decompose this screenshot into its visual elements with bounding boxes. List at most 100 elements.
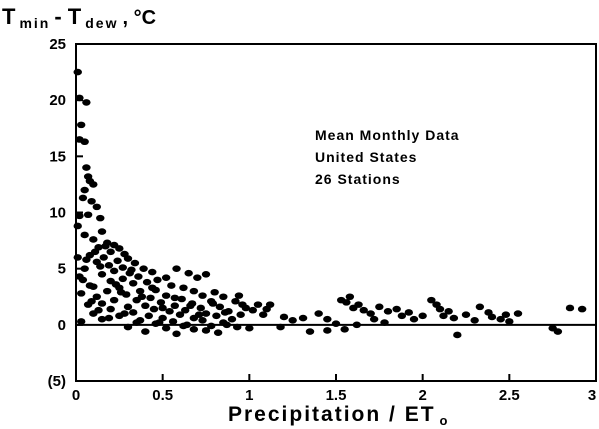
data-point bbox=[137, 293, 147, 301]
data-point bbox=[201, 327, 211, 334]
data-point bbox=[132, 319, 141, 326]
data-point bbox=[161, 324, 171, 332]
data-point bbox=[380, 319, 389, 326]
data-point bbox=[109, 267, 119, 275]
data-point bbox=[73, 68, 82, 76]
data-point bbox=[73, 222, 82, 230]
data-point bbox=[184, 269, 193, 277]
data-point bbox=[314, 310, 323, 317]
data-point bbox=[487, 313, 497, 321]
data-point bbox=[97, 228, 107, 235]
x-tick-label: 1 bbox=[245, 387, 253, 404]
data-point bbox=[352, 321, 361, 329]
data-point bbox=[123, 255, 133, 262]
data-point bbox=[106, 248, 115, 256]
data-point bbox=[170, 294, 179, 302]
data-point bbox=[149, 305, 159, 313]
data-point bbox=[82, 256, 91, 263]
data-point bbox=[354, 301, 363, 308]
data-point bbox=[92, 203, 102, 211]
annotation-line-2: United States bbox=[315, 149, 417, 165]
data-point bbox=[505, 318, 514, 325]
data-point bbox=[241, 304, 251, 312]
data-point bbox=[75, 212, 84, 220]
data-point bbox=[288, 317, 297, 324]
data-point bbox=[142, 278, 152, 286]
data-point bbox=[85, 282, 95, 289]
data-point bbox=[298, 314, 308, 322]
data-point bbox=[219, 293, 228, 301]
data-point bbox=[172, 265, 181, 272]
data-point bbox=[77, 290, 86, 297]
data-point bbox=[427, 296, 436, 304]
x-axis-title-sub: o bbox=[440, 413, 448, 428]
data-point bbox=[198, 292, 207, 299]
data-point bbox=[359, 306, 368, 314]
data-point bbox=[366, 310, 375, 317]
data-point bbox=[181, 306, 190, 314]
data-point bbox=[83, 211, 93, 219]
data-point bbox=[439, 312, 448, 320]
data-point bbox=[210, 288, 219, 296]
annotation-line-3: 26 Stations bbox=[315, 171, 401, 187]
data-point bbox=[106, 305, 115, 313]
data-point bbox=[115, 245, 124, 252]
data-point bbox=[262, 305, 271, 313]
y-tick-label: 15 bbox=[49, 148, 66, 165]
data-point bbox=[148, 268, 157, 276]
data-point bbox=[129, 309, 138, 316]
data-point bbox=[189, 326, 199, 333]
data-point bbox=[449, 314, 459, 322]
data-point bbox=[148, 284, 157, 292]
x-tick-label: 2.5 bbox=[499, 387, 520, 404]
y-tick-label: 5 bbox=[58, 261, 66, 278]
data-point bbox=[444, 308, 453, 315]
data-point bbox=[215, 303, 225, 311]
data-point bbox=[99, 254, 108, 261]
data-point bbox=[109, 296, 119, 304]
data-point bbox=[201, 270, 211, 278]
data-point bbox=[103, 287, 112, 295]
data-point bbox=[96, 214, 105, 222]
data-point bbox=[113, 257, 122, 265]
data-point bbox=[97, 315, 107, 323]
data-point bbox=[156, 299, 166, 306]
x-tick-label: 0 bbox=[72, 387, 80, 404]
data-point bbox=[87, 197, 96, 205]
data-point bbox=[577, 305, 587, 313]
data-point bbox=[323, 315, 332, 323]
data-point bbox=[144, 312, 153, 320]
data-point bbox=[118, 264, 128, 271]
data-point bbox=[82, 164, 91, 171]
data-point bbox=[253, 301, 263, 308]
data-point bbox=[234, 292, 244, 299]
x-tick-label: 1.5 bbox=[326, 387, 347, 404]
y-tick-label: 25 bbox=[49, 36, 66, 53]
data-point bbox=[231, 297, 240, 305]
plot-frame bbox=[75, 43, 597, 382]
data-point bbox=[96, 263, 105, 270]
data-point bbox=[94, 306, 103, 314]
y-axis-title: T min - T dew , °C bbox=[2, 4, 156, 32]
data-point bbox=[404, 309, 413, 316]
data-point bbox=[245, 324, 254, 332]
data-point bbox=[179, 284, 188, 292]
data-point bbox=[172, 330, 181, 338]
data-point bbox=[501, 311, 511, 319]
y-tick-label: 0 bbox=[58, 317, 66, 334]
data-point bbox=[97, 270, 107, 278]
data-point bbox=[189, 287, 199, 295]
data-point bbox=[496, 315, 505, 323]
data-point bbox=[513, 310, 523, 317]
data-point bbox=[123, 303, 133, 311]
data-point bbox=[175, 311, 185, 319]
data-point bbox=[198, 317, 207, 324]
data-point bbox=[236, 311, 245, 319]
y-axis-title-sub1: min bbox=[19, 15, 50, 31]
x-tick-label: 3 bbox=[588, 387, 596, 404]
data-point bbox=[134, 273, 143, 280]
data-point bbox=[89, 181, 98, 188]
data-point bbox=[470, 317, 479, 324]
data-point bbox=[383, 308, 393, 315]
data-point bbox=[345, 293, 355, 301]
